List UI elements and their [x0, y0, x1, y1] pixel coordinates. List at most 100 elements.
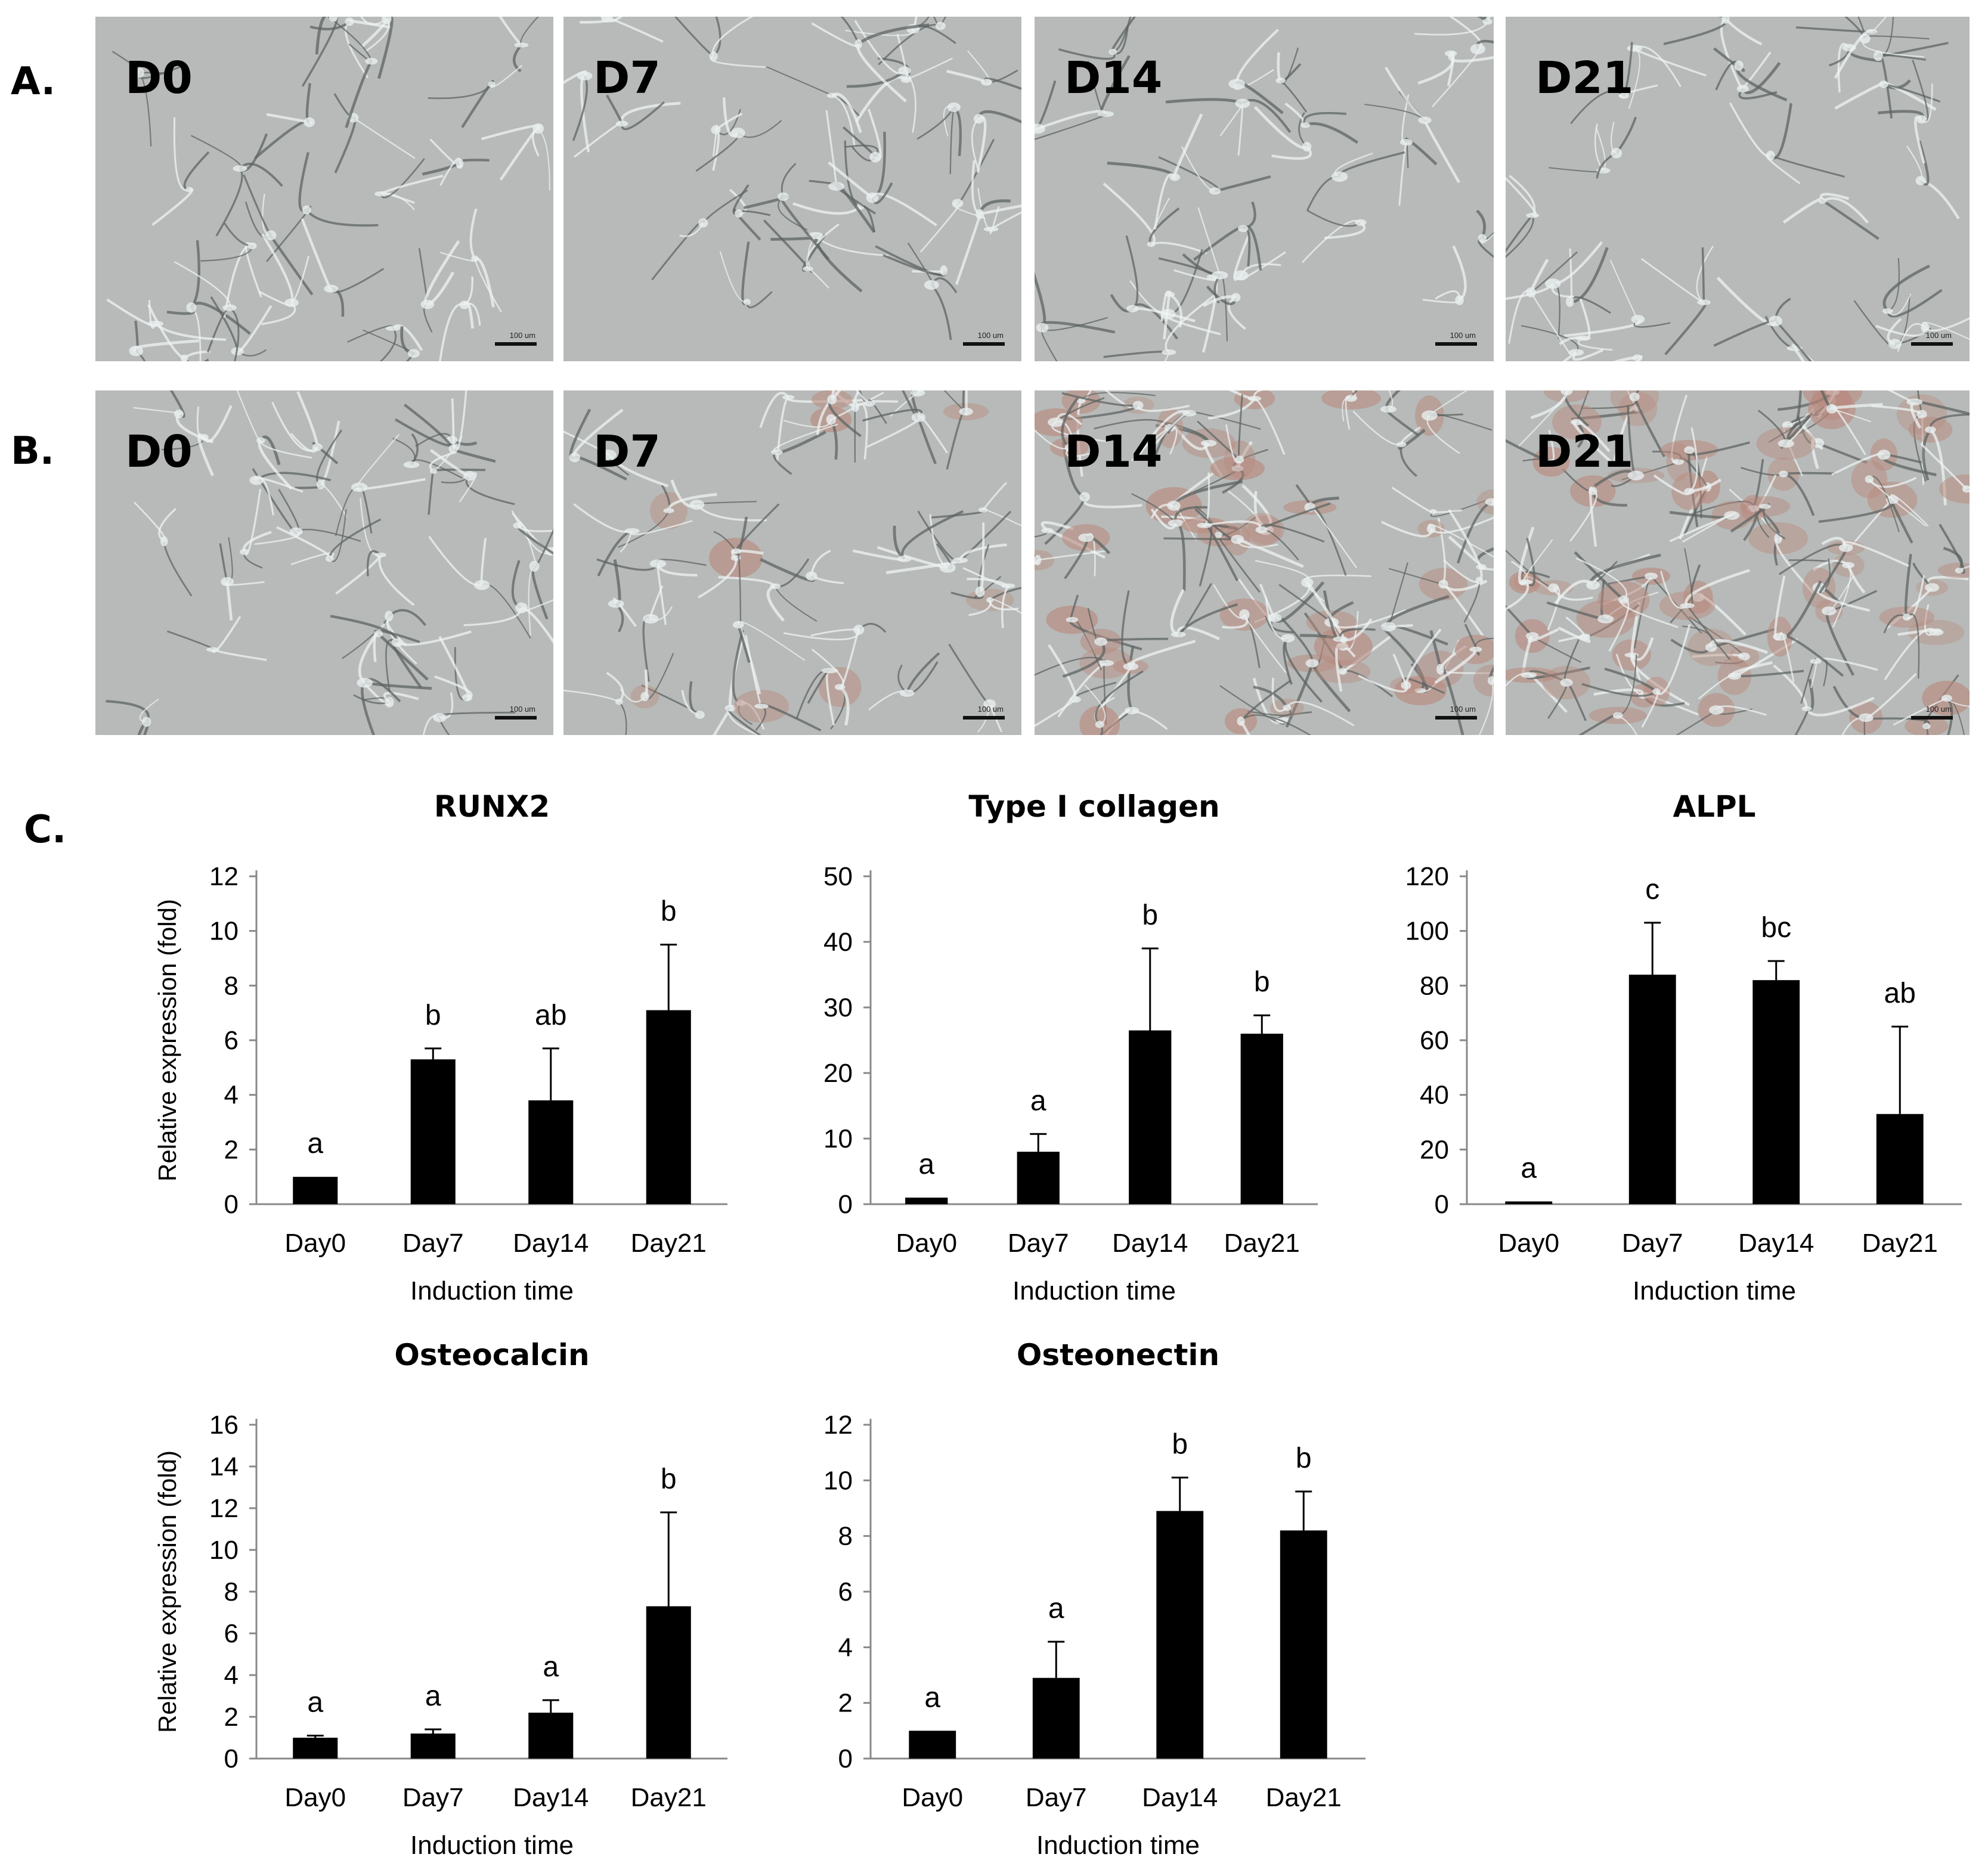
- y-tick-label: 6: [224, 1026, 239, 1055]
- panel-label-c: C.: [24, 808, 67, 852]
- scale-bar-label: 100 um: [977, 705, 1004, 714]
- significance-letter: b: [1142, 900, 1158, 931]
- scale-bar-label: 100 um: [509, 331, 535, 340]
- x-axis-label: Induction time: [1633, 1276, 1796, 1306]
- bar: [293, 1177, 338, 1204]
- bar: [1628, 975, 1676, 1204]
- y-tick-label: 8: [224, 971, 239, 1000]
- x-tick-label: Day21: [631, 1229, 707, 1258]
- scale-bar: [963, 342, 1005, 346]
- scale-bar: [1435, 716, 1477, 720]
- chart-title: Type I collagen: [968, 789, 1219, 824]
- bar: [909, 1731, 956, 1759]
- scale-bar-label: 100 um: [509, 705, 535, 714]
- bar: [1505, 1201, 1553, 1204]
- significance-letter: ab: [1884, 978, 1916, 1009]
- y-tick-label: 20: [823, 1059, 853, 1088]
- x-tick-label: Day7: [402, 1229, 464, 1258]
- scale-bar: [495, 342, 537, 346]
- micrograph-b-d21: D21 100 um: [1506, 390, 1970, 735]
- x-tick-label: Day14: [1142, 1783, 1218, 1812]
- chart-runx2: RUNX2 0 2 4 6 8 10 12 Relative expression (fold)…: [137, 781, 745, 1317]
- y-tick-label: 4: [224, 1081, 239, 1110]
- significance-letter: a: [918, 1149, 934, 1180]
- bar: [410, 1734, 456, 1759]
- bar: [528, 1713, 574, 1759]
- significance-letter: b: [1296, 1443, 1312, 1474]
- chart-osteonectin: Osteonectin 0 2 4 6 8 10 12 a Day0 a Day7 b Day14 b Day…: [751, 1329, 1383, 1872]
- micrograph-a-d14: D14 100 um: [1035, 17, 1494, 361]
- significance-letter: b: [1172, 1429, 1188, 1461]
- x-tick-label: Day21: [1862, 1229, 1938, 1258]
- x-tick-label: Day21: [1266, 1783, 1342, 1812]
- micrograph-day-label: D0: [125, 426, 193, 477]
- scale-bar-label: 100 um: [1925, 705, 1952, 714]
- y-tick-label: 40: [823, 928, 853, 957]
- significance-letter: a: [307, 1128, 323, 1159]
- x-tick-label: Day21: [1224, 1229, 1300, 1258]
- y-tick-label: 10: [209, 917, 239, 946]
- scale-bar-label: 100 um: [1450, 331, 1476, 340]
- micrograph-day-label: D14: [1064, 52, 1163, 104]
- y-tick-label: 2: [838, 1689, 853, 1718]
- chart-osteocalcin: Osteocalcin 0 2 4 6 8 10 12 14 16 Relative express…: [137, 1329, 745, 1872]
- significance-letter: b: [1254, 966, 1270, 998]
- significance-letter: a: [307, 1687, 323, 1719]
- chart-title: ALPL: [1673, 789, 1755, 824]
- significance-letter: c: [1645, 874, 1659, 906]
- y-tick-label: 20: [1420, 1135, 1449, 1164]
- significance-letter: bc: [1761, 912, 1791, 944]
- y-tick-label: 30: [823, 993, 853, 1022]
- y-tick-label: 0: [224, 1190, 239, 1219]
- bar: [1876, 1114, 1924, 1204]
- significance-letter: a: [1048, 1593, 1064, 1624]
- micrograph-day-label: D14: [1064, 426, 1163, 477]
- bar: [905, 1198, 948, 1204]
- significance-letter: b: [661, 1463, 677, 1495]
- bar: [1752, 980, 1800, 1204]
- y-tick-label: 8: [224, 1577, 239, 1607]
- micrograph-b-d7: D7 100 um: [563, 390, 1021, 735]
- y-tick-label: 4: [224, 1661, 239, 1690]
- micrograph-b-d0: D0 100 um: [95, 390, 553, 735]
- micrograph-day-label: D21: [1535, 426, 1634, 477]
- y-tick-label: 0: [838, 1744, 853, 1773]
- x-tick-label: Day0: [284, 1229, 346, 1258]
- scale-bar: [963, 716, 1005, 720]
- y-tick-label: 12: [823, 1410, 853, 1440]
- bar: [1129, 1030, 1172, 1204]
- bar: [293, 1738, 338, 1759]
- scale-bar: [1911, 716, 1953, 720]
- x-tick-label: Day14: [513, 1229, 589, 1258]
- chart-title: RUNX2: [434, 789, 550, 824]
- y-tick-label: 16: [209, 1410, 239, 1440]
- significance-letter: a: [425, 1680, 441, 1712]
- y-tick-label: 6: [224, 1619, 239, 1648]
- bar: [646, 1010, 691, 1204]
- scale-bar-label: 100 um: [1450, 705, 1476, 714]
- y-tick-label: 50: [823, 862, 853, 891]
- panel-label-a: A.: [11, 60, 56, 104]
- y-tick-label: 40: [1420, 1081, 1449, 1110]
- y-tick-label: 60: [1420, 1026, 1449, 1055]
- chart-title: Osteocalcin: [394, 1338, 589, 1372]
- bar: [646, 1606, 691, 1759]
- y-tick-label: 2: [224, 1703, 239, 1732]
- x-axis-label: Induction time: [410, 1276, 574, 1306]
- y-tick-label: 10: [823, 1124, 853, 1153]
- micrograph-day-label: D7: [593, 52, 661, 104]
- y-tick-label: 12: [209, 1494, 239, 1523]
- y-tick-label: 100: [1405, 917, 1449, 946]
- x-tick-label: Day14: [1738, 1229, 1814, 1258]
- significance-letter: b: [661, 896, 677, 928]
- bar: [528, 1100, 574, 1204]
- y-tick-label: 80: [1420, 971, 1449, 1000]
- micrograph-day-label: D7: [593, 426, 661, 477]
- x-tick-label: Day7: [1622, 1229, 1683, 1258]
- x-axis-label: Induction time: [410, 1831, 574, 1860]
- x-tick-label: Day7: [1008, 1229, 1069, 1258]
- bar: [1156, 1511, 1204, 1759]
- panel-label-b: B.: [11, 429, 55, 473]
- micrograph-day-label: D0: [125, 52, 193, 104]
- bar: [1240, 1034, 1283, 1204]
